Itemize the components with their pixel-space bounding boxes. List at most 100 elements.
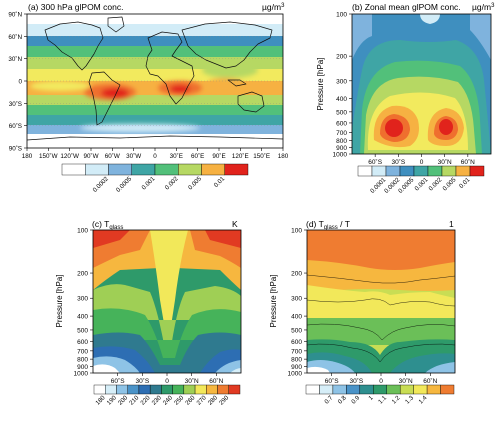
y-tick-label: 600 [77,339,88,346]
panel-a-plot [27,14,283,148]
colorbar-swatch [373,384,387,395]
y-tick-label: 800 [291,357,302,364]
colorbar-swatch [217,384,229,395]
x-tick-label: 60˚S [111,377,125,385]
colorbar-swatch [116,384,128,395]
colorbar-label: 0.01 [213,175,227,189]
band [27,95,283,105]
colorbar-label: 1.1 [377,394,388,405]
panel-d-title: (d) Tglass / T [306,219,350,231]
colorbar-label: 230 [151,394,164,407]
panel-b-ylabel: Pressure [hPa] [316,58,325,111]
panel-a-colorbar: 0.0002 0.0005 0.001 0.002 0.005 0.01 [61,163,249,194]
contour-level [93,308,241,358]
contour-level [352,14,372,60]
panel-a-xticks: 180 150˚W 120˚W 90˚W 60˚W 30˚W 0 30˚E 60˚E 90˚E 12… [22,148,289,160]
y-tick-label: 700 [291,348,302,355]
colorbar-label: 200 [117,394,130,407]
colorbar-swatch [178,163,202,176]
colorbar-label: 1 [367,394,375,402]
x-tick-label: 180 [278,153,289,160]
hotspot-south-asia [202,62,258,78]
y-tick-label: 900 [336,145,347,152]
colorbar-swatch [426,384,441,395]
y-tick-label: 900 [77,364,88,371]
colorbar-label: 0.005 [187,175,203,191]
y-tick-label: 100 [336,12,347,19]
colorbar-swatch [228,384,241,395]
colorbar-label: 0.0002 [92,175,111,194]
colorbar-label: 0.01 [458,176,472,190]
colorbar-swatch [413,384,428,395]
x-tick-label: 30˚S [349,377,363,385]
x-tick-label: 30˚N [399,377,413,385]
contour-level [93,230,130,248]
colorbar-label: 0.005 [442,176,458,192]
contour-level [215,360,241,373]
colorbar-swatch [319,384,334,395]
y-tick-label: 300 [291,296,302,303]
x-tick-label: 60˚S [325,377,339,385]
panel-b-plot [352,14,491,154]
colorbar-swatch [427,165,443,177]
contour-level [307,366,330,373]
colorbar-label: 290 [218,394,231,407]
colorbar-swatch [469,165,485,177]
y-tick-label: 800 [336,138,347,145]
panel-a: (a) 300 hPa glPOM conc. µg/m3 [8,2,288,194]
colorbar-swatch [206,384,218,395]
panel-c-xticks: 60˚S 30˚S 0 30˚N 60˚N [111,373,224,385]
x-tick-label: 180 [22,153,33,160]
colorbar-swatch [201,163,225,176]
band [27,46,283,57]
colorbar-swatch [131,163,156,176]
graticule [27,36,283,126]
panel-d-ylabel: Pressure [hPa] [269,275,278,328]
contour-level [307,285,455,318]
y-tick-label: 90˚S [9,145,22,153]
band [27,115,283,125]
panel-b: (b) Zonal mean glPOM conc. µg/m3 Pressur… [316,2,495,195]
x-tick-label: 60˚S [368,158,382,166]
panel-c-units: K [232,219,238,229]
colorbar-swatch [154,163,179,176]
colorbar-swatch [385,165,401,177]
colorbar-swatch [224,163,249,176]
colorbar-label: 0.002 [428,176,444,192]
x-tick-label: 120˚E [232,152,249,160]
colorbar-label: 0.001 [141,175,157,191]
panel-d: (d) Tglass / T 1 Pressure [hPa] 100 200 30… [269,219,456,406]
colorbar-swatch [85,163,109,176]
y-tick-label: 700 [336,130,347,137]
y-tick-label: 500 [291,327,302,334]
colorbar-label: 0.0005 [397,176,416,195]
panel-c: (c) Tglass K Pressure [hPa] 100 200 300 400… [55,219,242,407]
y-tick-label: 900 [291,364,302,371]
hotspot-africa-core [170,85,190,93]
contour-level [470,14,491,60]
europe-africa-coast [145,31,195,105]
south-america-coast [88,71,121,126]
contour-level [307,260,455,294]
y-tick-label: 1000 [333,152,348,159]
colorbar-swatch [108,163,132,176]
panel-b-units: µg/m3 [472,2,495,12]
y-tick-label: 100 [291,228,302,235]
panel-d-plot [307,230,455,373]
colorbar-label: 0.8 [337,394,348,405]
x-tick-label: 0 [420,159,424,166]
colorbar-label: 240 [162,394,175,407]
x-tick-label: 30˚N [438,158,452,166]
x-tick-label: 150˚W [39,152,58,160]
max-north [439,119,453,135]
x-tick-label: 150˚E [253,152,270,160]
y-tick-label: 500 [77,327,88,334]
colorbar-swatch [172,384,185,395]
colorbar-swatch [161,384,173,395]
colorbar-label: 180 [94,394,107,407]
panel-b-xticks: 60˚S 30˚S 0 30˚N 60˚N [368,154,475,166]
band [27,134,283,148]
